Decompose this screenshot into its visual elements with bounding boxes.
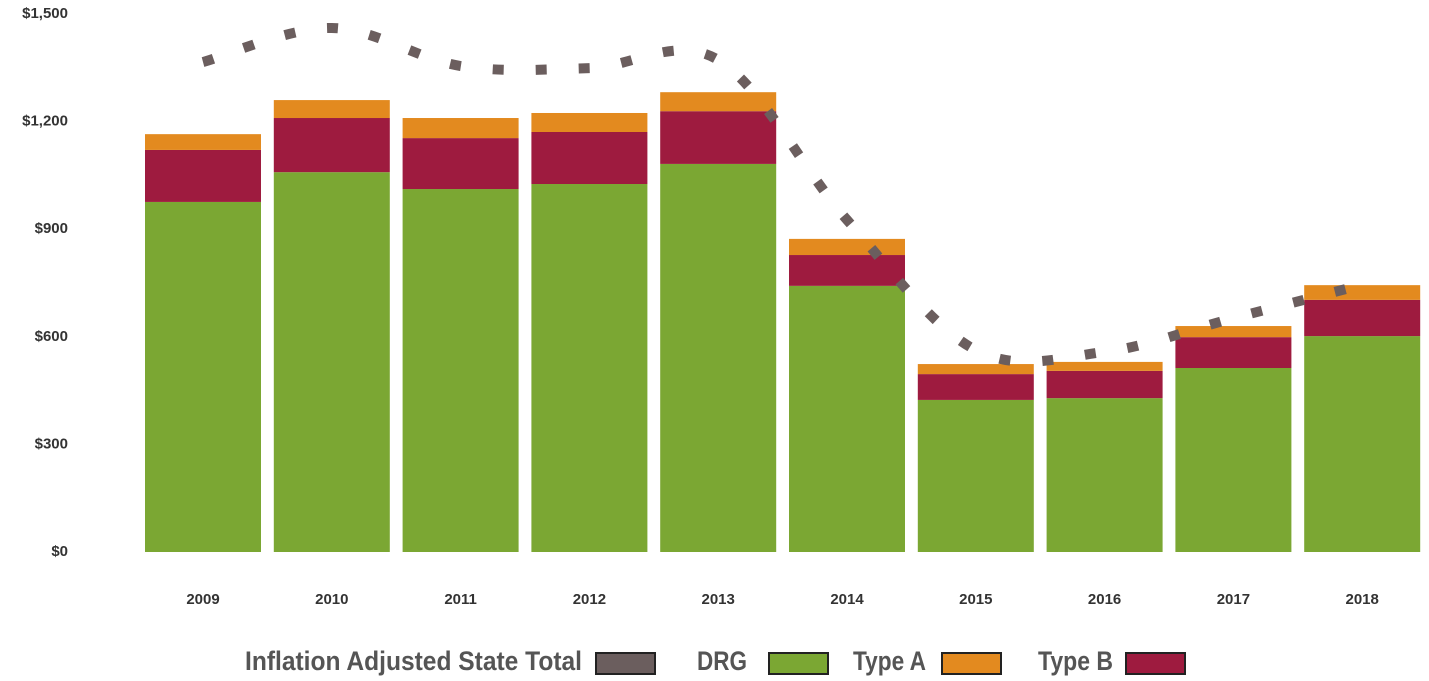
- bar-segment: [917, 364, 1034, 375]
- legend-label: Type B: [1038, 646, 1113, 676]
- bar-segment: [1304, 299, 1421, 337]
- x-tick-label: 2009: [186, 591, 219, 608]
- bar-segment: [402, 118, 519, 139]
- bar-segment: [917, 374, 1034, 400]
- legend-swatch: [941, 652, 1002, 675]
- bar-segment: [1304, 285, 1421, 300]
- bar-segment: [145, 201, 261, 552]
- y-tick-label: $0: [51, 543, 68, 560]
- bar-segment: [531, 132, 648, 185]
- bar-segment: [1046, 398, 1163, 552]
- y-tick-label: $300: [35, 435, 68, 452]
- x-tick-label: 2012: [573, 591, 606, 608]
- bar-segment: [789, 238, 905, 256]
- bar-segment: [917, 399, 1034, 552]
- bar-segment: [273, 100, 390, 119]
- bar-segment: [660, 163, 777, 552]
- y-tick-label: $1,500: [22, 5, 68, 22]
- bar-segment: [660, 92, 777, 112]
- x-tick-label: 2016: [1088, 591, 1121, 608]
- bar-segment: [1175, 368, 1292, 552]
- bar-segment: [660, 111, 777, 164]
- bar-segment: [1175, 326, 1292, 338]
- legend-label: Type A: [853, 646, 926, 676]
- bar-segment: [1304, 336, 1421, 552]
- bar-segment: [1046, 361, 1163, 371]
- bar-segment: [789, 255, 905, 286]
- legend-swatch: [768, 652, 829, 675]
- x-tick-label: 2014: [830, 591, 864, 608]
- y-tick-label: $900: [35, 220, 68, 237]
- y-tick-label: $1,200: [22, 113, 68, 130]
- x-tick-label: 2011: [444, 591, 477, 608]
- bar-segment: [1175, 337, 1292, 369]
- bar-segment: [1046, 370, 1163, 399]
- bar-segment: [402, 138, 519, 190]
- legend-swatch: [1125, 652, 1186, 675]
- bar-segment: [531, 184, 648, 552]
- bar-segment: [273, 118, 390, 173]
- legend-swatch: [595, 652, 656, 675]
- bar-segment: [145, 134, 261, 150]
- bar-segment: [145, 149, 261, 202]
- x-tick-label: 2018: [1346, 591, 1379, 608]
- y-tick-label: $600: [35, 328, 68, 345]
- x-tick-label: 2015: [959, 591, 992, 608]
- legend-label: Inflation Adjusted State Total: [245, 646, 582, 676]
- bar-segment: [531, 112, 648, 133]
- bar-segment: [402, 189, 519, 552]
- x-tick-label: 2013: [702, 591, 735, 608]
- legend-label: DRG: [697, 646, 747, 676]
- bar-segment: [273, 172, 390, 552]
- bar-segment: [789, 285, 905, 552]
- x-tick-label: 2010: [315, 591, 348, 608]
- x-tick-label: 2017: [1217, 591, 1250, 608]
